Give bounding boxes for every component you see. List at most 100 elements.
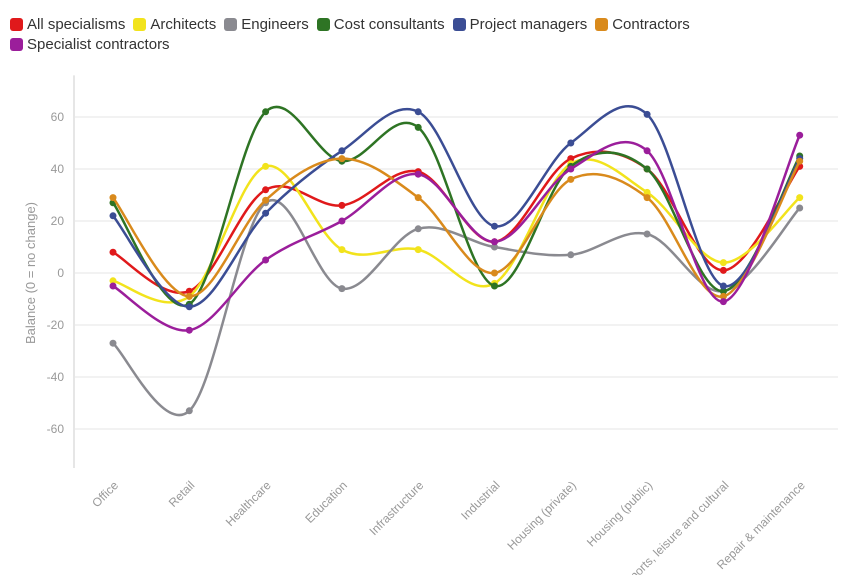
data-point	[414, 194, 422, 202]
data-point	[262, 209, 270, 217]
data-point	[567, 139, 575, 147]
series-line	[112, 134, 801, 332]
legend-label: All specialisms	[27, 15, 126, 33]
data-point	[262, 256, 270, 264]
legend-label: Architects	[150, 15, 217, 33]
data-point	[414, 108, 422, 116]
data-point	[643, 194, 651, 202]
data-point	[567, 155, 575, 163]
data-point	[719, 266, 727, 274]
data-point	[414, 246, 422, 254]
x-tick-label: Industrial	[458, 478, 502, 522]
data-point	[109, 194, 117, 202]
x-tick-label: Retail	[166, 478, 198, 510]
data-point	[567, 251, 575, 259]
data-point	[491, 238, 498, 246]
legend-label: Project managers	[469, 15, 588, 33]
data-point	[109, 339, 117, 347]
data-point	[185, 287, 193, 295]
legend-label: Cost consultants	[333, 15, 445, 33]
data-point	[796, 157, 804, 165]
series-specialist-contractors	[109, 131, 804, 334]
data-point	[643, 230, 651, 238]
y-tick-label: -40	[47, 370, 65, 384]
legend: All specialisms Architects Engineers Cost c…	[10, 14, 710, 55]
legend-label: Engineers	[241, 15, 309, 33]
data-point	[185, 292, 193, 300]
legend-label: Contractors	[612, 15, 690, 33]
data-point	[491, 243, 498, 251]
data-point	[338, 147, 346, 155]
data-point	[491, 282, 498, 290]
series-line	[112, 105, 801, 309]
legend-item[interactable]: Cost consultants	[316, 14, 445, 34]
y-axis-title: Balance (0 = no change)	[23, 202, 38, 344]
data-point	[719, 292, 727, 300]
data-point	[796, 194, 804, 202]
x-tick-label: Healthcare	[223, 478, 274, 529]
legend-item[interactable]: Contractors	[595, 14, 690, 34]
data-point	[491, 269, 498, 277]
series-line	[112, 157, 801, 298]
data-point	[185, 303, 193, 311]
data-point	[185, 407, 193, 415]
data-point	[643, 188, 651, 196]
legend-swatch	[452, 17, 466, 31]
y-tick-label: 0	[57, 266, 64, 280]
data-point	[414, 170, 422, 178]
data-point	[109, 248, 117, 256]
x-tick-label: Housing (private)	[504, 478, 579, 553]
series-line	[112, 198, 801, 416]
data-point	[338, 285, 346, 293]
data-point	[109, 212, 117, 220]
data-point	[719, 282, 727, 290]
y-tick-label: -60	[47, 422, 65, 436]
data-point	[338, 246, 346, 254]
legend-item[interactable]: Architects	[133, 14, 216, 34]
legend-swatch	[10, 38, 23, 51]
data-point	[338, 155, 346, 163]
legend-item[interactable]: Engineers	[224, 14, 309, 34]
y-tick-label: 20	[51, 214, 65, 228]
legend-swatch	[224, 17, 238, 31]
data-point	[414, 225, 422, 233]
data-point	[796, 204, 804, 212]
series-contractors	[109, 155, 804, 300]
x-tick-label: Repair & maintenance	[714, 478, 808, 572]
data-point	[262, 196, 270, 204]
legend-item[interactable]: Project managers	[452, 14, 588, 34]
data-point	[109, 282, 117, 290]
x-tick-label: Education	[302, 478, 350, 526]
data-point	[719, 298, 727, 306]
y-tick-label: -20	[47, 318, 65, 332]
data-point	[719, 287, 727, 295]
y-tick-label: 40	[51, 162, 65, 176]
series-line	[112, 158, 801, 304]
data-point	[338, 201, 346, 209]
data-point	[262, 162, 270, 170]
x-tick-label: Infrastructure	[366, 478, 426, 538]
data-point	[567, 165, 575, 173]
data-point	[262, 108, 270, 116]
legend-item[interactable]: All specialisms	[10, 14, 125, 34]
data-point	[185, 326, 193, 334]
legend-swatch	[10, 17, 23, 31]
data-point	[796, 131, 804, 139]
data-point	[338, 217, 346, 225]
data-point	[414, 123, 422, 131]
x-tick-label: Office	[89, 478, 121, 510]
data-point	[491, 222, 498, 230]
data-point	[567, 175, 575, 183]
legend-swatch	[133, 17, 147, 31]
x-tick-label: Housing (public)	[584, 478, 655, 549]
data-point	[109, 277, 117, 285]
legend-label: Specialist contractors	[27, 36, 170, 53]
data-point	[643, 165, 651, 173]
legend-item[interactable]: Specialist contractors	[10, 35, 170, 55]
data-point	[262, 186, 270, 194]
legend-swatch	[316, 17, 330, 31]
series-engineers	[109, 198, 804, 416]
data-point	[643, 110, 651, 118]
